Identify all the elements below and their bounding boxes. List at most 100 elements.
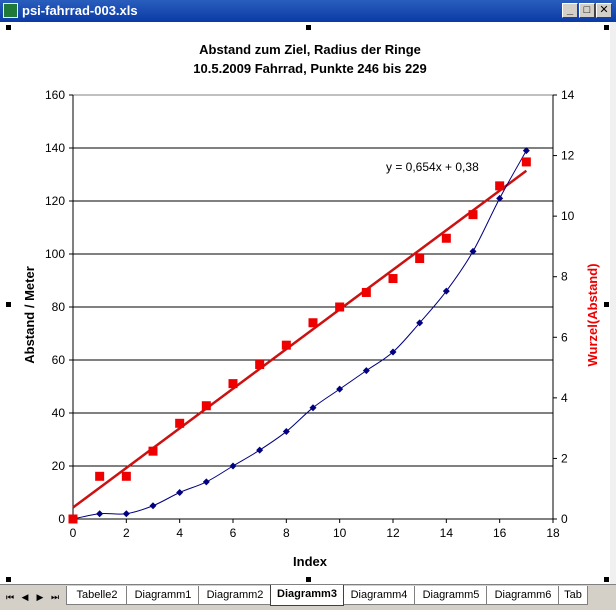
sheet-tab-diagramm4[interactable]: Diagramm4 (342, 586, 416, 605)
chart-subtitle: 10.5.2009 Fahrrad, Punkte 246 bis 229 (193, 61, 426, 76)
resize-handle[interactable] (6, 25, 11, 30)
resize-handle[interactable] (604, 577, 609, 582)
x-tick-label: 0 (70, 526, 77, 540)
excel-icon (3, 3, 18, 18)
data-point-distance (442, 287, 450, 295)
minimize-button[interactable]: _ (562, 3, 578, 18)
sheet-tab-diagramm5[interactable]: Diagramm5 (414, 586, 488, 605)
y-tick-label: 40 (52, 406, 66, 420)
y2-tick-label: 0 (561, 512, 568, 526)
x-axis-label: Index (293, 554, 328, 569)
data-point-sqrt-distance (441, 233, 451, 243)
vertical-scrollbar[interactable] (610, 22, 616, 584)
x-tick-label: 18 (546, 526, 560, 540)
data-point-sqrt-distance (228, 379, 238, 389)
data-point-distance (336, 385, 344, 393)
resize-handle[interactable] (6, 302, 11, 307)
x-tick-label: 2 (123, 526, 130, 540)
y-tick-label: 60 (52, 353, 66, 367)
sheet-tab-tab[interactable]: Tab (558, 586, 588, 605)
data-point-distance (282, 428, 290, 436)
axes (69, 94, 557, 523)
data-point-sqrt-distance (175, 418, 185, 428)
chart-title: Abstand zum Ziel, Radius der Ringe (199, 42, 421, 57)
y-axis-label: Abstand / Meter (22, 266, 37, 364)
data-point-sqrt-distance (201, 401, 211, 411)
x-tick-label: 14 (440, 526, 454, 540)
data-point-distance (149, 502, 157, 510)
sheet-tab-bar: ⏮ ◀ ▶ ⏭ Tabelle2 Diagramm1 Diagramm2 Diagra… (0, 584, 616, 610)
close-button[interactable]: ✕ (596, 3, 612, 18)
y-tick-label: 100 (45, 247, 65, 261)
y-tick-label: 120 (45, 194, 65, 208)
data-point-distance (96, 510, 104, 518)
x-tick-label: 16 (493, 526, 507, 540)
y2-axis-label: Wurzel(Abstand) (585, 263, 600, 366)
sheet-tab-tabelle2[interactable]: Tabelle2 (66, 586, 128, 605)
last-sheet-button[interactable]: ⏭ (50, 592, 60, 602)
data-point-sqrt-distance (388, 274, 398, 284)
y-tick-label: 80 (52, 300, 66, 314)
y2-tick-label: 4 (561, 391, 568, 405)
y-tick-label: 0 (58, 512, 65, 526)
data-point-sqrt-distance (521, 157, 531, 167)
data-point-distance (309, 404, 317, 412)
data-point-sqrt-distance (361, 287, 371, 297)
x-tick-label: 12 (386, 526, 400, 540)
data-point-sqrt-distance (468, 210, 478, 220)
sheet-tab-diagramm6[interactable]: Diagramm6 (486, 586, 560, 605)
y2-tick-label: 12 (561, 149, 575, 163)
data-point-distance (389, 348, 397, 356)
window-title: psi-fahrrad-003.xls (22, 3, 138, 18)
data-point-distance (522, 147, 530, 155)
sheet-tab-diagramm3[interactable]: Diagramm3 (270, 585, 344, 606)
maximize-button[interactable]: □ (579, 3, 595, 18)
data-point-sqrt-distance (495, 181, 505, 191)
y2-tick-label: 2 (561, 451, 568, 465)
data-point-sqrt-distance (148, 446, 158, 456)
y2-tick-label: 14 (561, 88, 575, 102)
data-point-distance (256, 446, 264, 454)
data-point-distance (176, 489, 184, 496)
data-point-sqrt-distance (121, 471, 131, 481)
next-sheet-button[interactable]: ▶ (36, 592, 44, 602)
x-tick-label: 4 (176, 526, 183, 540)
sheet-tab-diagramm1[interactable]: Diagramm1 (126, 586, 200, 605)
first-sheet-button[interactable]: ⏮ (5, 592, 15, 602)
data-point-distance (202, 478, 210, 486)
prev-sheet-button[interactable]: ◀ (21, 592, 29, 602)
data-point-sqrt-distance (68, 514, 78, 524)
y2-tick-label: 10 (561, 209, 575, 223)
data-point-sqrt-distance (255, 360, 265, 370)
window-titlebar[interactable]: psi-fahrrad-003.xls _ □ ✕ (0, 0, 616, 22)
sheet-tab-diagramm2[interactable]: Diagramm2 (198, 586, 272, 605)
resize-handle[interactable] (6, 577, 11, 582)
data-point-distance (496, 194, 504, 202)
y2-tick-label: 8 (561, 270, 568, 284)
resize-handle[interactable] (306, 577, 311, 582)
data-point-distance (122, 510, 130, 518)
data-point-sqrt-distance (308, 318, 318, 328)
resize-handle[interactable] (306, 25, 311, 30)
y-tick-label: 160 (45, 88, 65, 102)
x-tick-label: 8 (283, 526, 290, 540)
data-point-distance (362, 367, 370, 375)
resize-handle[interactable] (604, 25, 609, 30)
data-point-distance (416, 319, 424, 327)
y-tick-label: 140 (45, 141, 65, 155)
x-tick-label: 6 (230, 526, 237, 540)
data-point-distance (229, 462, 237, 470)
data-point-sqrt-distance (335, 302, 345, 312)
series-layer (68, 147, 531, 524)
y2-tick-label: 6 (561, 330, 568, 344)
chart-area[interactable]: 0 20 40 60 80 100 120 140 160 0 2 4 6 8 10 12 14 0 2 4 6 8 10 1… (0, 22, 616, 584)
x-tick-label: 10 (333, 526, 347, 540)
resize-handle[interactable] (604, 302, 609, 307)
data-point-sqrt-distance (95, 471, 105, 481)
data-point-sqrt-distance (415, 254, 425, 264)
data-point-distance (469, 247, 477, 255)
y-tick-label: 20 (52, 459, 66, 473)
trendline-equation: y = 0,654x + 0,38 (386, 160, 479, 174)
